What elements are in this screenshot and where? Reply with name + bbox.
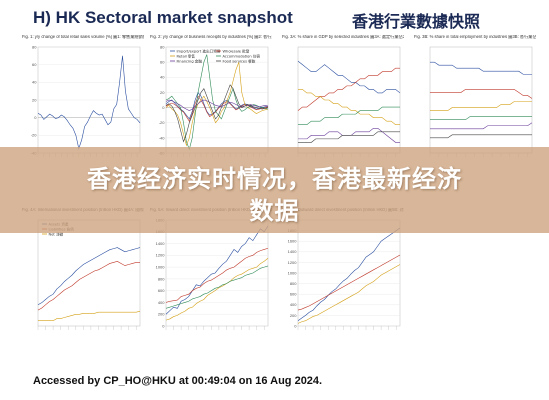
series-line-2 bbox=[37, 261, 140, 311]
y-tick-label: 1600 bbox=[288, 239, 298, 244]
series-line-1 bbox=[297, 227, 401, 321]
series-line-2 bbox=[297, 67, 400, 111]
y-tick-label: 1400 bbox=[288, 249, 298, 254]
series-line-4 bbox=[430, 116, 532, 120]
chart-title: Fig. 1: y/y change of total retail sales… bbox=[22, 35, 144, 39]
y-tick-label: 600 bbox=[158, 288, 165, 293]
y-tick-label: 1200 bbox=[288, 260, 298, 265]
y-tick-label: 60 bbox=[32, 62, 37, 67]
series-line-4 bbox=[165, 265, 269, 309]
chart-panel-3b: Fig. 3B: % share in total employment by … bbox=[414, 35, 536, 185]
banner-line-2: 数据 bbox=[249, 197, 300, 225]
y-tick-label: 200 bbox=[158, 312, 165, 317]
y-tick-label: 60 bbox=[160, 60, 165, 65]
series-line-3 bbox=[38, 310, 141, 321]
series-line-1 bbox=[297, 60, 401, 94]
y-tick-label: 40 bbox=[32, 80, 37, 85]
plot-frame bbox=[37, 219, 141, 327]
y-tick-label: 40 bbox=[160, 75, 165, 80]
access-footer: Accessed by CP_HO@HKU at 00:49:04 on 16 … bbox=[33, 375, 323, 387]
legend-label: Wholesale 批發 bbox=[223, 48, 250, 53]
chart-svg: Assets 資產Liabilities 負債Net 淨額 bbox=[37, 219, 141, 330]
series-line-6 bbox=[165, 84, 269, 143]
series-line-3 bbox=[165, 258, 269, 321]
series-line-4 bbox=[298, 106, 400, 126]
legend-label: Net 淨額 bbox=[49, 231, 64, 236]
series-line-2 bbox=[430, 89, 533, 99]
series-line-1 bbox=[165, 225, 269, 315]
series-line-2 bbox=[297, 254, 401, 311]
series-line-5 bbox=[430, 122, 533, 130]
chart-panel-4a: Fig. 4A: International investment positi… bbox=[22, 208, 144, 358]
legend-label: Retail 零售 bbox=[177, 53, 196, 58]
y-tick-label: 400 bbox=[158, 300, 165, 305]
y-tick-label: 20 bbox=[160, 90, 165, 95]
chart-title: Fig. 3B: % share in total employment by … bbox=[414, 35, 536, 39]
series-line-6 bbox=[430, 134, 532, 139]
legend-label: Import/export 進出口貿易 bbox=[177, 48, 221, 53]
y-tick-label: -40 bbox=[159, 135, 166, 140]
overlay-banner-text: 香港经济实时情况，香港最新经济 数据 bbox=[0, 163, 549, 227]
y-tick-label: 600 bbox=[290, 292, 297, 297]
chart-svg bbox=[429, 46, 533, 157]
y-tick-label: 80 bbox=[160, 44, 165, 49]
legend-label: Accommodation 住宿 bbox=[223, 53, 261, 58]
y-tick-label: -20 bbox=[159, 120, 166, 125]
series-line-2 bbox=[165, 247, 269, 303]
y-tick-label: 0 bbox=[162, 105, 165, 110]
y-tick-label: 80 bbox=[32, 44, 37, 49]
chart-panel-2: Fig. 2: y/y change of business receipts … bbox=[150, 35, 272, 185]
y-tick-label: 0 bbox=[162, 323, 165, 328]
y-tick-label: 0 bbox=[294, 323, 297, 328]
series-line-1 bbox=[37, 247, 141, 306]
series-line-3 bbox=[165, 62, 269, 147]
series-line-3 bbox=[297, 264, 401, 324]
series-line-5 bbox=[165, 99, 269, 111]
banner-line-1: 香港经济实时情况，香港最新经济 bbox=[87, 165, 462, 193]
plot-frame bbox=[165, 46, 269, 154]
y-tick-label: -20 bbox=[31, 133, 38, 138]
chart-title: Fig. 2: y/y change of business receipts … bbox=[150, 35, 272, 39]
y-tick-label: 1200 bbox=[156, 253, 166, 258]
series-line-3 bbox=[298, 89, 400, 126]
chart-svg: 180016001400120010008006004002000 bbox=[156, 217, 269, 330]
overlay-banner bbox=[0, 147, 549, 233]
chart-title: Fig. 3A: % share in GDP by selected indu… bbox=[282, 35, 404, 39]
legend-label: Financing 金融 bbox=[177, 58, 203, 63]
y-tick-label: 200 bbox=[290, 313, 297, 318]
page-title-en: H) HK Sectoral market snapshot bbox=[33, 8, 293, 27]
y-tick-label: 400 bbox=[290, 302, 297, 307]
plot-frame bbox=[297, 46, 401, 154]
y-tick-label: 1400 bbox=[156, 241, 166, 246]
y-tick-label: 800 bbox=[158, 276, 165, 281]
series-line-6 bbox=[298, 131, 400, 143]
series-line-2 bbox=[165, 95, 269, 122]
chart-svg: 2000180016001400120010008006004002000 bbox=[288, 217, 401, 330]
legend-label: Food services 餐飲 bbox=[223, 58, 256, 63]
chart-svg bbox=[297, 46, 401, 157]
y-tick-label: 1000 bbox=[156, 265, 166, 270]
plot-frame bbox=[429, 46, 533, 154]
series-line-1 bbox=[37, 55, 141, 150]
y-tick-label: 800 bbox=[290, 281, 297, 286]
y-tick-label: 1000 bbox=[288, 270, 298, 275]
series-line-1 bbox=[430, 61, 532, 75]
chart-panel-5b: Fig. 5B: Outward direct investment posit… bbox=[282, 208, 404, 358]
y-tick-label: 0 bbox=[34, 115, 37, 120]
plot-frame bbox=[165, 219, 269, 327]
chart-panel-5a: Fig. 5A: Inward direct investment positi… bbox=[150, 208, 272, 358]
chart-panel-3a: Fig. 3A: % share in GDP by selected indu… bbox=[282, 35, 404, 185]
series-line-3 bbox=[430, 101, 532, 111]
series-line-1 bbox=[165, 91, 269, 120]
page-title-zh: 香港行業數據快照 bbox=[352, 12, 481, 31]
y-tick-label: 20 bbox=[32, 97, 37, 102]
